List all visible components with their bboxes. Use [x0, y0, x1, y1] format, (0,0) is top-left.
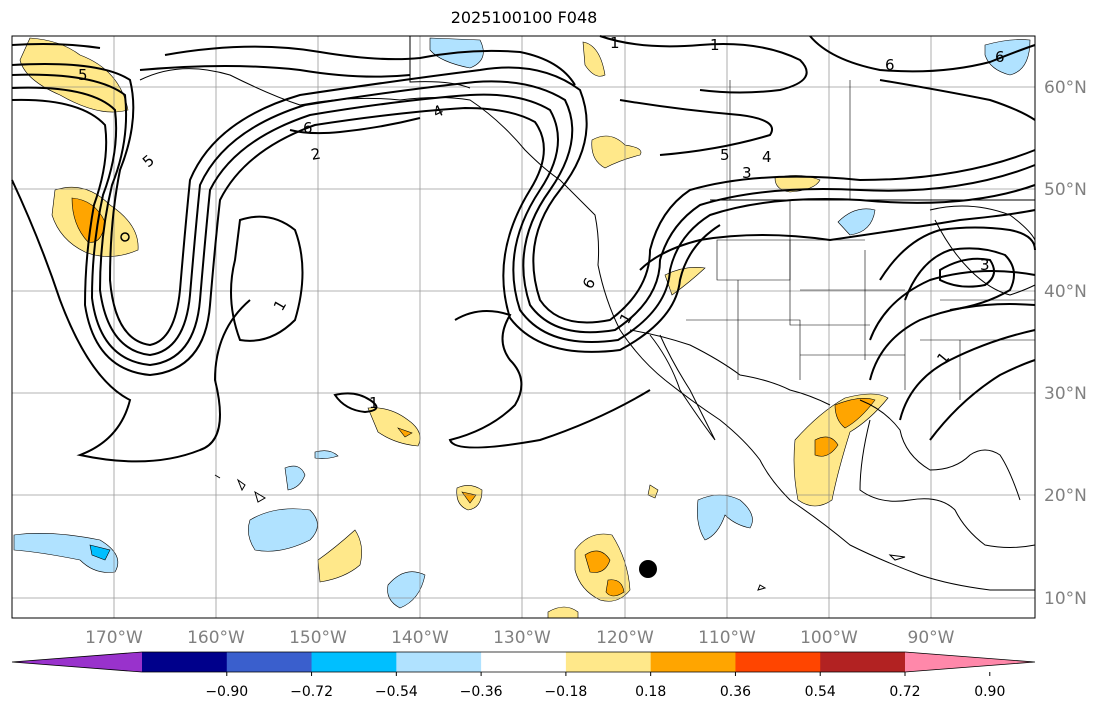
- positive-anomaly-patch: [367, 407, 421, 447]
- positive-anomaly-patch: [317, 529, 362, 583]
- colorbar-tick-label: −0.72: [290, 684, 333, 700]
- lat-label: 30°N: [1044, 384, 1087, 404]
- contour-label: 6: [303, 119, 313, 137]
- lon-label: 140°W: [391, 628, 449, 648]
- colorbar-tick-label: −0.18: [544, 684, 587, 700]
- contour-label: 1: [369, 394, 379, 412]
- lat-label: 60°N: [1044, 78, 1087, 98]
- colorbar-tick-label: −0.54: [375, 684, 418, 700]
- contour-lines: [11, 35, 1036, 463]
- strong-positive-anomaly-patch: [397, 427, 413, 438]
- lon-label: 120°W: [596, 628, 654, 648]
- colorbar-segment: [820, 652, 906, 672]
- latitude-labels: 60°N 50°N 40°N 30°N 20°N 10°N: [1044, 78, 1087, 609]
- contour-label: 6: [995, 48, 1005, 66]
- positive-anomaly-patch: [591, 135, 642, 169]
- contour-label: 5: [78, 66, 88, 84]
- negative-anomaly-patch: [284, 465, 306, 491]
- lat-label: 50°N: [1044, 180, 1087, 200]
- strong-positive-anomaly-patch: [584, 550, 611, 573]
- storm-position-marker: [639, 560, 657, 578]
- shaded-anomalies: [13, 37, 1031, 619]
- negative-anomaly-patch: [984, 39, 1031, 76]
- colorbar-segment: [735, 652, 821, 672]
- positive-anomaly-patch: [793, 393, 889, 507]
- islands: [214, 474, 906, 591]
- colorbar-outline: [11, 651, 1036, 673]
- positive-anomaly-patch: [774, 175, 821, 193]
- lon-label: 110°W: [698, 628, 756, 648]
- small-circle-marker: [120, 232, 130, 242]
- colorbar-tick-label: 0.72: [889, 684, 920, 700]
- lon-label: 150°W: [289, 628, 347, 648]
- negative-anomaly-patch: [13, 533, 119, 573]
- colorbar-extend-low: [12, 652, 142, 672]
- colorbar-tick-label: 0.36: [720, 684, 751, 700]
- contour-label: 2: [310, 145, 323, 164]
- lat-label: 40°N: [1044, 282, 1087, 302]
- colorbar-segment: [226, 652, 313, 672]
- colorbar-tick-label: 0.54: [805, 684, 836, 700]
- contour-label: 1: [610, 34, 620, 52]
- map-gridlines: [12, 36, 1035, 618]
- lon-label: 130°W: [493, 628, 551, 648]
- lon-label: 170°W: [85, 628, 143, 648]
- map-frame: [11, 35, 1036, 619]
- colorbar-extend-high: [905, 652, 1035, 672]
- strong-positive-anomaly-patch: [834, 398, 876, 429]
- contour-label: 5: [720, 146, 730, 164]
- lon-label: 160°W: [187, 628, 245, 648]
- negative-anomaly-patch: [314, 450, 339, 459]
- strong-negative-anomaly-patch: [89, 544, 111, 561]
- colorbar-tick-label: −0.36: [460, 684, 503, 700]
- contour-label: 1: [710, 36, 720, 54]
- contour-label: 3: [742, 164, 752, 182]
- contour-label: 3: [980, 256, 990, 274]
- positive-anomaly-patch: [19, 37, 129, 113]
- lon-label: 100°W: [800, 628, 858, 648]
- contour-label: 4: [762, 148, 772, 166]
- colorbar-segment: [396, 652, 482, 672]
- negative-anomaly-patch: [837, 208, 876, 236]
- colorbar-tick-label: 0.90: [974, 684, 1005, 700]
- contour-label: 6: [885, 56, 895, 74]
- negative-anomaly-patch: [248, 508, 318, 552]
- map-title: 2025100100 F048: [450, 8, 598, 27]
- contour-labels: 5 5 1 6 2 4 1 1 6 1 5 4 3 6 3 1 1 6: [78, 34, 1005, 412]
- positive-anomaly-patch: [547, 606, 579, 619]
- strong-positive-anomaly-patch: [605, 579, 625, 597]
- colorbar-tick-label: 0.18: [635, 684, 666, 700]
- colorbar-segment: [565, 652, 652, 672]
- colorbar-segment: [311, 652, 397, 672]
- longitude-labels: 170°W 160°W 150°W 140°W 130°W 120°W 110°…: [85, 628, 955, 648]
- colorbar-segment: [481, 652, 567, 672]
- colorbar-tick-label: −0.90: [205, 684, 248, 700]
- lat-label: 20°N: [1044, 486, 1087, 506]
- colorbar-segment: [650, 652, 736, 672]
- lon-label: 90°W: [908, 628, 955, 648]
- strong-positive-anomaly-patch: [814, 436, 839, 457]
- negative-anomaly-patch: [697, 494, 753, 541]
- lat-label: 10°N: [1044, 589, 1087, 609]
- colorbar: −0.90 −0.72 −0.54 −0.36 −0.18 0.18 0.36 0.54 0.7…: [11, 651, 1036, 700]
- positive-anomaly-patch: [582, 41, 606, 77]
- map-area: [12, 36, 1035, 618]
- colorbar-segment: [142, 652, 228, 672]
